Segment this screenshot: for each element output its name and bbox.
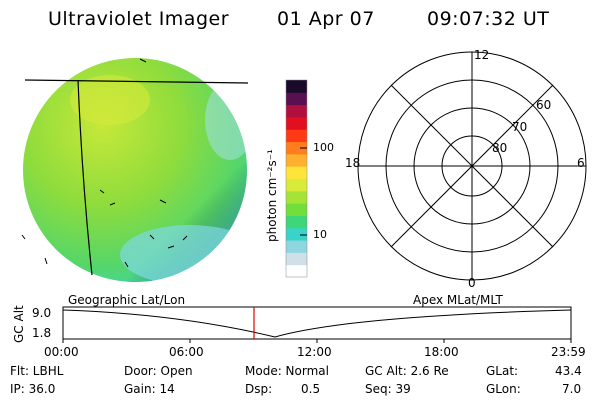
timeline-frame — [62, 306, 572, 340]
timeline-xtick-0600: 06:00 — [169, 345, 204, 359]
status-glon-label: GLon: — [486, 382, 521, 396]
lat-label-70: 70 — [512, 120, 528, 134]
status-flt: Flt: LBHL — [10, 364, 64, 378]
status-dsp-value: 0.5 — [301, 382, 321, 396]
colorbar-segment — [286, 153, 307, 167]
timeline-xtick-1200: 12:00 — [297, 345, 332, 359]
status-mode: Mode: Normal — [245, 364, 329, 378]
colorbar-segment — [286, 80, 307, 93]
colorbar-segment — [286, 264, 307, 278]
colorbar-segment — [286, 215, 307, 229]
status-dsp-label: Dsp: — [245, 382, 273, 396]
colorbar-segment — [286, 104, 307, 118]
timeline-xtick-2359: 23:59 — [551, 345, 586, 359]
status-ip: IP: 36.0 — [10, 382, 56, 396]
colorbar-segment — [286, 227, 307, 241]
colorbar-tick-10: 10 — [313, 228, 327, 241]
timeline-right-label: Apex MLat/MLT — [413, 293, 503, 307]
status-glon-value: 7.0 — [562, 382, 582, 396]
timeline-left-label: Geographic Lat/Lon — [68, 293, 186, 307]
lat-label-80: 80 — [492, 141, 508, 155]
colorbar-segment — [286, 92, 307, 106]
timeline-ytick-bottom: 1.8 — [32, 326, 52, 340]
mlt-label-0: 0 — [468, 276, 476, 290]
status-glat-label: GLat: — [486, 364, 519, 378]
mlt-label-18: 18 — [345, 156, 361, 170]
date-label: 01 Apr 07 — [277, 8, 375, 30]
app-title: Ultraviolet Imager — [48, 8, 230, 30]
mlt-label-12: 12 — [474, 48, 490, 62]
colorbar-segment — [286, 240, 307, 253]
mlt-label-6: 6 — [577, 156, 585, 170]
status-door: Door: Open — [124, 364, 193, 378]
colorbar-segment — [286, 141, 307, 155]
colorbar-segment — [286, 129, 307, 143]
colorbar-tick-100: 100 — [313, 141, 334, 154]
lat-label-60: 60 — [536, 98, 552, 112]
colorbar-segment — [286, 178, 307, 192]
altitude-curve — [62, 309, 572, 338]
timeline-ytick-top: 9.0 — [32, 306, 52, 320]
status-gain: Gain: 14 — [124, 382, 175, 396]
coastline-fragments — [21, 58, 188, 268]
time-label: 09:07:32 UT — [427, 8, 550, 30]
colorbar-segment — [286, 166, 307, 179]
status-glat-value: 43.4 — [555, 364, 582, 378]
status-gc-alt: GC Alt: 2.6 Re — [365, 364, 449, 378]
colorbar-segment — [286, 252, 307, 266]
latlon-grid-line — [77, 79, 93, 276]
colorbar-segment — [286, 190, 307, 204]
status-seq: Seq: 39 — [365, 382, 411, 396]
colorbar-segment — [286, 116, 307, 130]
timeline-xtick-0000: 00:00 — [44, 345, 79, 359]
timeline-xtick-1800: 18:00 — [424, 345, 459, 359]
polar-diagonal — [390, 84, 554, 248]
latlon-grid-line — [24, 79, 249, 84]
colorbar-segment — [286, 203, 307, 216]
